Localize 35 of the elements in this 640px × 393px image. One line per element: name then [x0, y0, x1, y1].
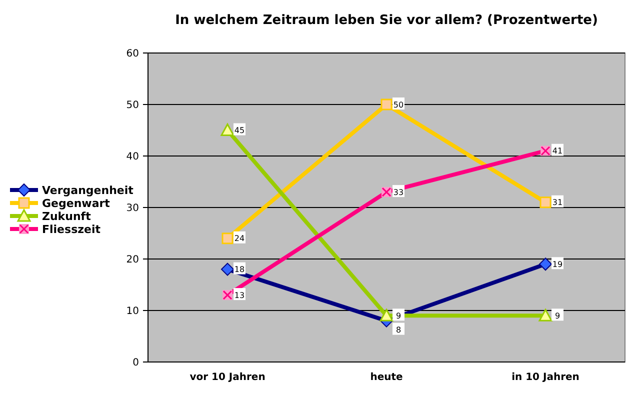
data-label: 9: [554, 311, 560, 320]
data-label: 8: [396, 326, 402, 335]
point: [222, 232, 234, 244]
data-label: 33: [393, 188, 404, 197]
point: [220, 124, 234, 136]
point: [538, 308, 552, 322]
data-label: 45: [234, 126, 245, 136]
y-tick-label: 60: [126, 48, 139, 60]
x-tick-label: heute: [370, 372, 404, 383]
data-label: 19: [552, 260, 563, 269]
legend-label: Fliesszeit: [42, 222, 101, 236]
chart-title: In welchem Zeitraum leben Sie vor allem? (Prozentwerte): [175, 13, 598, 28]
y-tick-label: 10: [126, 306, 139, 317]
y-tick-label: 20: [126, 254, 139, 266]
data-label: 41: [552, 146, 563, 156]
x-tick-label: in 10 Jahren: [512, 372, 580, 383]
y-tick-label: 0: [132, 358, 139, 368]
legend-label: Vergangenheit: [42, 184, 134, 197]
data-label: 13: [234, 290, 245, 300]
y-tick-label: 40: [126, 152, 139, 162]
data-label: 9: [396, 311, 402, 320]
point: [380, 98, 392, 110]
legend-label: Zukunft: [42, 210, 91, 223]
x-tick-label: vor 10 Jahren: [190, 372, 266, 383]
y-tick-label: 30: [126, 203, 139, 214]
data-label: 24: [234, 234, 245, 244]
data-label: 31: [552, 198, 563, 208]
data-label: 50: [393, 100, 404, 110]
y-tick-label: 50: [126, 100, 139, 111]
point: [539, 258, 552, 271]
legend-label: Gegenwart: [42, 196, 110, 210]
point: [221, 262, 234, 276]
data-label: 18: [234, 265, 245, 274]
point: [380, 308, 394, 322]
point: [540, 196, 552, 208]
